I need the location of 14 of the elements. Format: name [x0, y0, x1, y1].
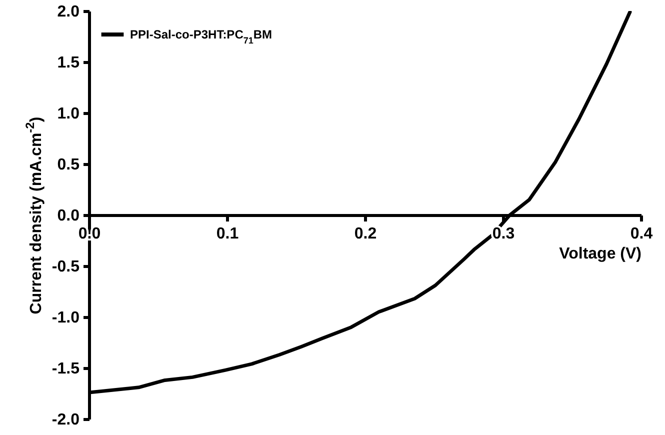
y-tick-label: -1.0: [52, 310, 80, 326]
x-tick-label: 0.2: [354, 226, 377, 242]
y-tick-label: 0.0: [57, 208, 80, 224]
y-tick-label: -0.5: [52, 258, 80, 276]
y-tick-label: 0.5: [57, 156, 80, 174]
x-axis-title: Voltage (V): [559, 246, 642, 262]
y-tick-label: 2.0: [57, 4, 80, 20]
y-tick-label: 1.0: [57, 106, 80, 122]
x-tick-label: 0.4: [630, 226, 653, 242]
y-tick-label: 1.5: [57, 54, 80, 72]
legend-label: PPI-Sal-co-P3HT:PC$_{71}$BM: [130, 28, 272, 46]
y-tick-label: -1.5: [52, 360, 80, 378]
x-tick-label: 0.1: [216, 226, 239, 242]
y-tick-label: -2.0: [52, 412, 80, 428]
